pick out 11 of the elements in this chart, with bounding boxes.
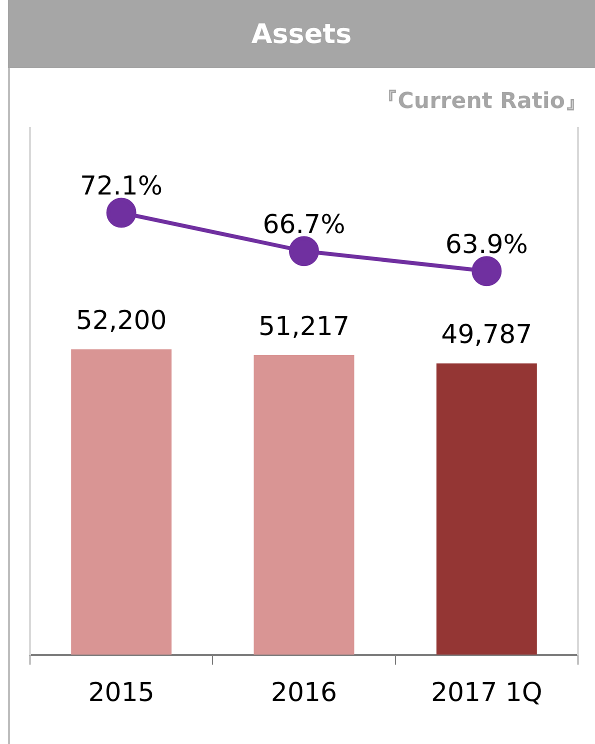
data-label: 66.7% <box>262 210 346 240</box>
chart-title: Assets <box>8 0 595 68</box>
x-tick-label: 2015 <box>88 678 154 708</box>
data-label: 52,200 <box>76 306 167 336</box>
x-tick-label: 2016 <box>270 678 338 708</box>
x-tick-label: 2017 1Q <box>430 678 542 708</box>
data-label: 72.1% <box>80 171 163 202</box>
data-label: 63.9% <box>445 230 528 260</box>
data-label: 51,217 <box>258 312 350 342</box>
chart-subtitle: 『Current Ratio』 <box>376 88 587 116</box>
data-label: 49,787 <box>441 320 532 350</box>
